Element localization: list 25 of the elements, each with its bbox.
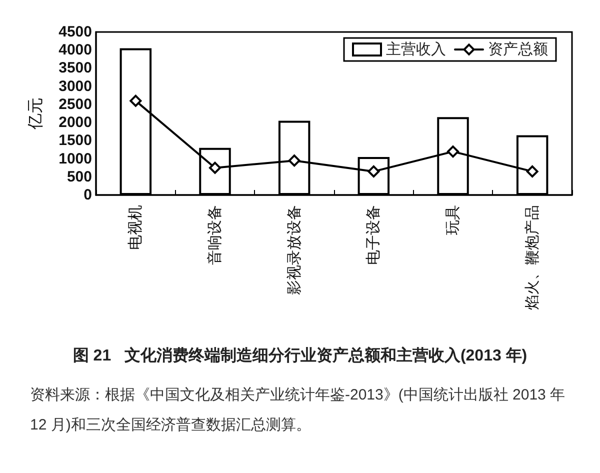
y-tick-label: 1000 [58, 150, 92, 168]
point [130, 94, 142, 107]
y-tick-label: 1500 [58, 132, 92, 150]
text: 图 21 文化消费终端制造细分行业资产总额和主营收入(2013 年) [72, 346, 528, 364]
y-tick-label: 4000 [58, 42, 92, 59]
y-tick-label: 2000 [58, 114, 92, 132]
point [526, 165, 538, 178]
text: 资料来源：根据《中国文化及相关产业统计年鉴-2013》(中国统计出版社 2013 年 12 月)和三次全国经济普查数据汇总测算。 [30, 386, 570, 434]
point [447, 146, 459, 158]
y-tick-label: 2500 [58, 96, 92, 113]
x-tick-label: 电视机 [127, 205, 144, 250]
point [288, 154, 300, 167]
y-axis-title: 亿元 [28, 98, 44, 130]
x-tick-label: 玩具 [444, 205, 462, 235]
x-tick-label: 影视录放设备 [286, 205, 303, 295]
legend-label: 主营收入 [386, 41, 446, 58]
legend-label: 资产总额 [488, 41, 548, 58]
x-tick-label: 音响设备 [206, 205, 224, 265]
y-tick-label: 500 [66, 168, 92, 186]
y-tick-label: 3000 [58, 78, 92, 95]
y-tick-label: 4500 [58, 24, 92, 40]
x-tick-label: 电子设备 [365, 205, 382, 265]
y-tick-label: 3500 [58, 60, 92, 77]
x-tick-label: 焰火、鞭炮产品 [524, 205, 541, 310]
y-tick-label: 0 [84, 186, 92, 204]
